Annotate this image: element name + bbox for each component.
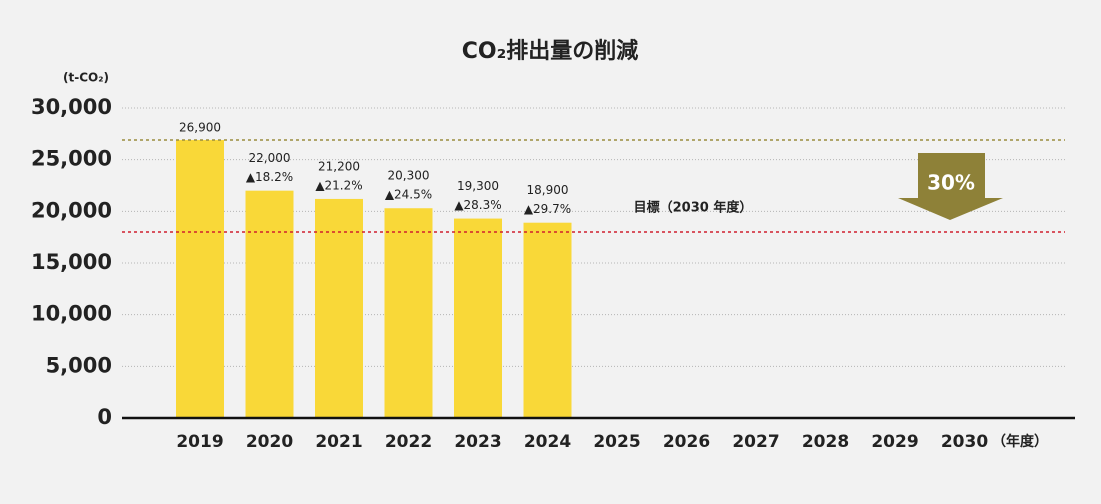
reduction-label: ▲29.7% <box>524 202 571 216</box>
bar <box>454 218 502 418</box>
value-label: 21,200 <box>318 159 360 173</box>
arrow-label: 30% <box>927 171 975 195</box>
y-tick-label: 10,000 <box>31 302 112 326</box>
x-tick-label: 2028 <box>802 432 849 452</box>
y-tick-label: 5,000 <box>46 353 112 377</box>
x-tick-label: 2025 <box>593 432 640 452</box>
x-tick-label: 2024 <box>524 432 571 452</box>
value-label: 20,300 <box>388 169 430 183</box>
y-unit: (t-CO₂) <box>63 71 109 85</box>
bar <box>176 140 224 419</box>
bar <box>384 208 433 418</box>
value-label: 22,000 <box>249 151 291 165</box>
chart-title: CO₂排出量の削減 <box>462 39 638 64</box>
x-tick-label: 2020 <box>246 432 293 452</box>
x-tick-label: 2023 <box>454 432 501 452</box>
reduction-label: ▲24.5% <box>385 188 432 202</box>
y-tick-label: 30,000 <box>31 95 112 119</box>
reference-label: 目標（2030 年度） <box>634 200 753 216</box>
x-tick-label: 2022 <box>385 432 432 452</box>
x-tick-label: 2030 <box>941 432 988 452</box>
y-tick-label: 15,000 <box>31 250 112 274</box>
y-tick-label: 25,000 <box>31 147 112 171</box>
y-tick-label: 0 <box>97 405 112 429</box>
reduction-arrow <box>898 153 1003 220</box>
x-unit: （年度） <box>992 433 1048 450</box>
x-tick-label: 2026 <box>663 432 710 452</box>
reduction-label: ▲21.2% <box>315 178 362 192</box>
value-label: 26,900 <box>179 121 221 135</box>
reduction-label: ▲18.2% <box>246 170 293 184</box>
value-label: 18,900 <box>527 183 569 197</box>
bar <box>523 222 572 418</box>
value-label: 19,300 <box>457 179 499 193</box>
x-tick-label: 2029 <box>871 432 918 452</box>
y-tick-label: 20,000 <box>31 198 112 222</box>
x-tick-label: 2021 <box>315 432 362 452</box>
x-tick-label: 2027 <box>732 432 779 452</box>
x-tick-label: 2019 <box>176 432 223 452</box>
reduction-label: ▲28.3% <box>454 198 501 212</box>
bar <box>245 190 294 418</box>
bar <box>315 198 363 418</box>
